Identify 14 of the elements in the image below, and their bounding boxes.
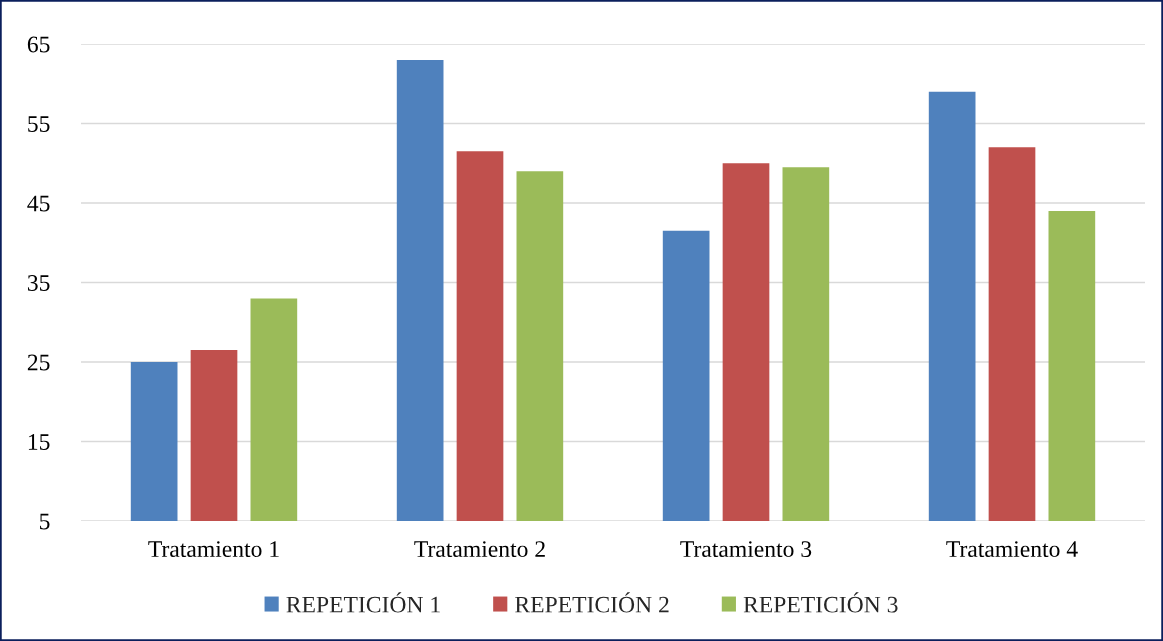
y-tick-label: 55 xyxy=(28,116,50,132)
x-tick-label: Tratamiento 1 xyxy=(148,541,279,558)
y-tick-label: 65 xyxy=(27,36,50,53)
y-tick-label: 15 xyxy=(28,434,50,450)
y-tick-label: 35 xyxy=(27,275,50,291)
legend-label: REPETICIÓN 1 xyxy=(286,592,440,613)
y-tick-label: 45 xyxy=(27,195,50,212)
legend-label: REPETICIÓN 3 xyxy=(743,592,898,613)
x-tick-label: Tratamiento 4 xyxy=(946,541,1078,558)
y-tick-label: 5 xyxy=(40,513,50,530)
x-tick-label: Tratamiento 2 xyxy=(414,541,545,558)
x-tick-label: Tratamiento 3 xyxy=(680,541,812,558)
legend-label: REPETICIÓN 2 xyxy=(515,592,669,613)
y-tick-label: 25 xyxy=(27,354,50,371)
